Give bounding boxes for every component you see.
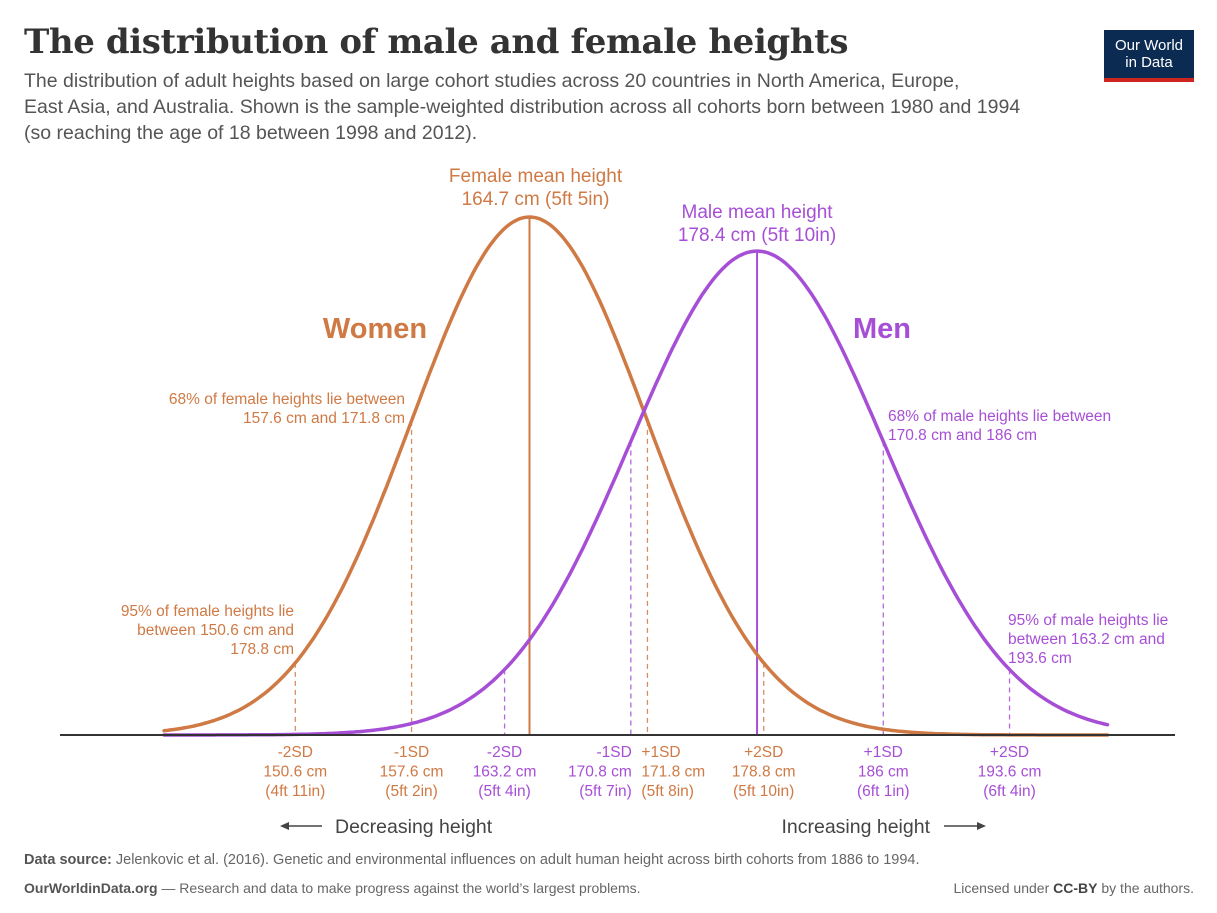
sd-tick-label: -1SD bbox=[394, 744, 429, 761]
license-link[interactable]: CC-BY bbox=[1053, 880, 1098, 896]
license-pre: Licensed under bbox=[953, 880, 1054, 896]
female-mean-label: Female mean height bbox=[449, 166, 623, 187]
subtitle-line: (so reaching the age of 18 between 1998 … bbox=[24, 122, 478, 144]
owid-logo[interactable]: Our World in Data bbox=[1104, 30, 1194, 82]
logo-line: Our World bbox=[1114, 37, 1184, 54]
sd-tick-label: +1SD bbox=[864, 744, 903, 761]
female-95-label: 178.8 cm bbox=[230, 641, 294, 658]
sd-tick-label: -1SD bbox=[596, 744, 631, 761]
decreasing-height-label: Decreasing height bbox=[335, 816, 493, 838]
chart-subtitle: The distribution of adult heights based … bbox=[24, 68, 1124, 146]
sd-tick-label: 193.6 cm bbox=[978, 764, 1042, 781]
female-68-label: 68% of female heights lie between bbox=[169, 391, 405, 408]
site-tagline: — Research and data to make progress aga… bbox=[157, 880, 641, 896]
sd-tick-label: 171.8 cm bbox=[641, 764, 705, 781]
license-post: by the authors. bbox=[1097, 880, 1194, 896]
sd-tick-label: (5ft 2in) bbox=[385, 783, 438, 800]
sd-tick-label: (5ft 7in) bbox=[579, 783, 632, 800]
sd-tick-label: 157.6 cm bbox=[380, 764, 444, 781]
site-link[interactable]: OurWorldinData.org bbox=[24, 880, 158, 896]
sd-tick-label: (6ft 4in) bbox=[983, 783, 1036, 800]
right-arrowhead bbox=[977, 822, 986, 830]
data-source: Data source: Jelenkovic et al. (2016). G… bbox=[24, 852, 920, 868]
logo-line: in Data bbox=[1125, 54, 1173, 71]
footer-license: Licensed under CC-BY by the authors. bbox=[954, 880, 1195, 896]
data-source-label: Data source: bbox=[24, 852, 112, 868]
male-mean-value: 178.4 cm (5ft 10in) bbox=[678, 225, 836, 246]
male-68-label: 170.8 cm and 186 cm bbox=[888, 427, 1037, 444]
male-68-label: 68% of male heights lie between bbox=[888, 408, 1111, 425]
sd-tick-label: +2SD bbox=[744, 744, 783, 761]
sd-tick-label: 163.2 cm bbox=[473, 764, 537, 781]
female-95-label: 95% of female heights lie bbox=[121, 603, 294, 620]
sd-tick-label: 178.8 cm bbox=[732, 764, 796, 781]
female-curve bbox=[162, 215, 1110, 737]
sd-tick-label: (5ft 10in) bbox=[733, 783, 794, 800]
sd-tick-label: (5ft 4in) bbox=[478, 783, 531, 800]
male-curve bbox=[162, 249, 1110, 737]
subtitle-line: East Asia, and Australia. Shown is the s… bbox=[24, 96, 1021, 118]
male-95-label: between 163.2 cm and bbox=[1008, 631, 1165, 648]
male-mean-label: Male mean height bbox=[682, 202, 834, 223]
sd-tick-label: (4ft 11in) bbox=[265, 783, 325, 800]
female-mean-value: 164.7 cm (5ft 5in) bbox=[462, 189, 610, 210]
footer-site: OurWorldinData.org — Research and data t… bbox=[24, 880, 641, 896]
sd-tick-label: -2SD bbox=[487, 744, 522, 761]
sd-tick-label: 170.8 cm bbox=[568, 764, 632, 781]
chart-title: The distribution of male and female heig… bbox=[24, 22, 849, 62]
increasing-height-label: Increasing height bbox=[781, 816, 930, 838]
sd-tick-label: +1SD bbox=[641, 744, 680, 761]
left-arrowhead bbox=[280, 822, 289, 830]
sd-tick-label: (5ft 8in) bbox=[641, 783, 694, 800]
sd-tick-label: 150.6 cm bbox=[263, 764, 327, 781]
female-68-label: 157.6 cm and 171.8 cm bbox=[243, 410, 405, 427]
female-95-label: between 150.6 cm and bbox=[137, 622, 294, 639]
male-95-label: 193.6 cm bbox=[1008, 650, 1072, 667]
male-series-label: Men bbox=[853, 313, 911, 345]
sd-tick-label: +2SD bbox=[990, 744, 1029, 761]
data-source-text: Jelenkovic et al. (2016). Genetic and en… bbox=[115, 852, 920, 868]
sd-tick-label: -2SD bbox=[278, 744, 313, 761]
sd-tick-label: (6ft 1in) bbox=[857, 783, 910, 800]
male-95-label: 95% of male heights lie bbox=[1008, 612, 1168, 629]
female-series-label: Women bbox=[323, 313, 427, 345]
sd-tick-label: 186 cm bbox=[858, 764, 909, 781]
subtitle-line: The distribution of adult heights based … bbox=[24, 70, 960, 92]
